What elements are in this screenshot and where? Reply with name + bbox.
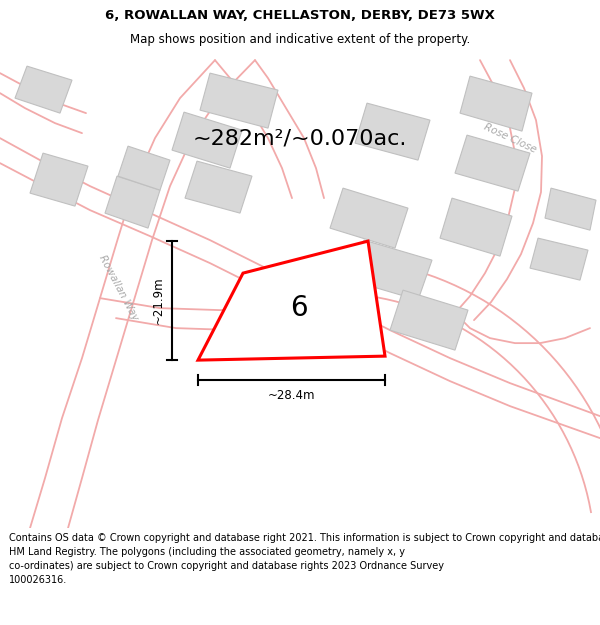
Polygon shape [30, 153, 88, 206]
Text: Contains OS data © Crown copyright and database right 2021. This information is : Contains OS data © Crown copyright and d… [9, 533, 600, 585]
Polygon shape [198, 241, 385, 360]
Polygon shape [545, 188, 596, 230]
Polygon shape [350, 240, 432, 300]
Text: 6, ROWALLAN WAY, CHELLASTON, DERBY, DE73 5WX: 6, ROWALLAN WAY, CHELLASTON, DERBY, DE73… [105, 9, 495, 22]
Polygon shape [118, 146, 170, 190]
Text: Map shows position and indicative extent of the property.: Map shows position and indicative extent… [130, 33, 470, 46]
Polygon shape [455, 135, 530, 191]
Text: Rose Close: Rose Close [482, 122, 538, 154]
Polygon shape [200, 73, 278, 128]
Polygon shape [530, 238, 588, 280]
Polygon shape [390, 290, 468, 350]
Polygon shape [355, 103, 430, 160]
Polygon shape [15, 66, 72, 113]
Text: Rowallan Way: Rowallan Way [97, 254, 139, 322]
Polygon shape [172, 112, 242, 168]
Polygon shape [185, 161, 252, 213]
Polygon shape [330, 188, 408, 248]
Text: ~21.9m: ~21.9m [151, 277, 164, 324]
Text: ~282m²/~0.070ac.: ~282m²/~0.070ac. [193, 128, 407, 148]
Text: ~28.4m: ~28.4m [268, 389, 315, 402]
Polygon shape [440, 198, 512, 256]
Polygon shape [460, 76, 532, 131]
Text: 6: 6 [290, 294, 307, 322]
Polygon shape [105, 176, 160, 228]
